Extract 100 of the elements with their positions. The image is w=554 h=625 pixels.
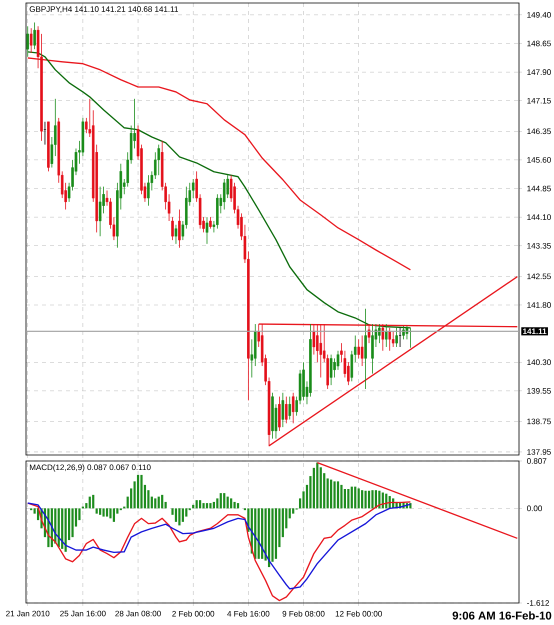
- candlestick: [388, 327, 392, 352]
- bar: [361, 490, 364, 508]
- candlestick: [288, 396, 292, 420]
- candlestick: [174, 224, 178, 244]
- candlestick: [378, 324, 381, 344]
- x-tick-label: 25 Jan 16:00: [60, 610, 106, 616]
- bar: [333, 481, 336, 508]
- bar: [233, 502, 236, 508]
- bar: [226, 496, 229, 508]
- chart-title: GBPJPY,H4 141.10 141.21 140.68 141.11: [30, 6, 178, 13]
- x-tick-label: 9 Feb 08:00: [282, 610, 325, 617]
- bar: [336, 481, 340, 508]
- bar: [92, 494, 94, 508]
- bar: [161, 494, 164, 508]
- candlestick: [98, 186, 102, 237]
- y-tick-label: 144.10: [527, 214, 551, 220]
- candlestick: [206, 216, 208, 244]
- bar: [350, 486, 353, 508]
- bar: [199, 500, 202, 508]
- candlestick: [154, 152, 157, 180]
- x-tick-label: 2 Feb 00:00: [172, 610, 214, 617]
- bar: [61, 508, 64, 549]
- bar: [274, 508, 278, 559]
- bar: [112, 508, 116, 522]
- x-tick-label: 4 Feb 16:00: [227, 610, 270, 617]
- bar: [71, 508, 74, 538]
- bar: [209, 503, 212, 508]
- bar: [344, 488, 346, 508]
- y-tick-label: 0.807: [527, 458, 546, 464]
- bar: [196, 500, 198, 508]
- y-tick-label: 147.15: [527, 98, 551, 104]
- bar: [174, 508, 178, 522]
- y-tick-label: 0.00: [527, 506, 542, 512]
- bar: [340, 484, 343, 508]
- bar: [88, 496, 91, 508]
- bar: [178, 508, 181, 526]
- x-tick-label: 21 Jan 2010: [6, 610, 50, 616]
- bar: [154, 498, 156, 508]
- y-tick-label: 146.35: [527, 128, 551, 134]
- bar: [206, 503, 208, 508]
- bar: [385, 494, 388, 508]
- bar: [230, 498, 232, 508]
- candlestick: [147, 174, 150, 206]
- bar: [202, 503, 205, 508]
- text: 9:06 AM 16-Feb-10: [452, 611, 552, 620]
- x-tick-label: 12 Feb 00:00: [336, 610, 382, 617]
- bar: [182, 508, 184, 522]
- candlestick: [384, 324, 388, 348]
- candlestick: [330, 354, 332, 386]
- y-tick-label: 141.80: [527, 302, 551, 308]
- y-tick-label: 143.35: [527, 242, 551, 249]
- y-tick-label: 142.55: [527, 274, 551, 280]
- candlestick: [392, 331, 394, 348]
- candlestick: [30, 28, 32, 54]
- candlestick: [371, 324, 374, 374]
- y-tick-label: 148.65: [527, 40, 551, 46]
- bar: [358, 488, 360, 508]
- y-tick-label: -1.612: [527, 600, 550, 606]
- bar: [330, 480, 332, 508]
- bar: [58, 508, 60, 548]
- line-series: [27, 51, 412, 329]
- candlestick: [402, 326, 405, 340]
- candlestick: [357, 338, 360, 359]
- bar: [382, 492, 384, 508]
- y-tick-label: 138.75: [527, 418, 551, 424]
- bar: [99, 508, 102, 515]
- candlestick: [209, 216, 212, 230]
- y-tick-label: 145.60: [527, 157, 551, 163]
- candlestick: [157, 144, 160, 176]
- candlestick: [222, 178, 226, 210]
- bar: [109, 508, 112, 518]
- bar: [368, 490, 370, 508]
- y-tick-label: 137.95: [527, 449, 551, 455]
- candlestick: [360, 335, 364, 366]
- y-tick-label: 147.90: [527, 69, 551, 75]
- candlestick: [33, 22, 36, 50]
- bar: [220, 493, 222, 508]
- y-tick-label: 140.30: [527, 359, 551, 366]
- candlestick: [364, 308, 367, 390]
- ref-line-label: 141.11: [523, 328, 546, 334]
- candlestick: [350, 350, 354, 382]
- chart-title: MACD(12,26,9) 0.087 0.067 0.110: [30, 464, 151, 472]
- bar: [158, 496, 160, 508]
- bar: [223, 493, 226, 508]
- candlestick: [292, 392, 294, 424]
- candlestick: [26, 26, 30, 58]
- bar: [212, 502, 215, 508]
- bar: [354, 486, 356, 508]
- candlestick: [278, 396, 281, 432]
- candlestick: [192, 178, 195, 198]
- bar: [136, 474, 140, 508]
- bar: [371, 490, 374, 508]
- bar: [236, 503, 240, 508]
- candlestick: [178, 209, 181, 248]
- y-tick-label: 144.85: [527, 186, 551, 192]
- candlestick: [398, 327, 402, 348]
- bar: [261, 508, 264, 559]
- candlestick: [284, 396, 288, 424]
- bar: [364, 490, 367, 508]
- bar: [258, 508, 260, 559]
